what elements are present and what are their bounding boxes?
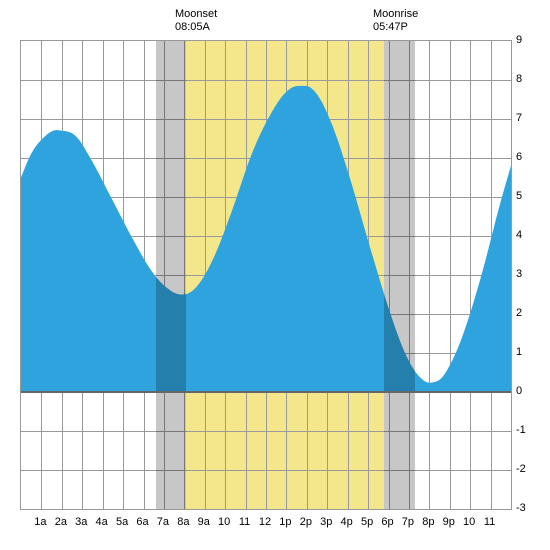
x-axis-label: 11 [480, 516, 500, 528]
moonset-label: Moonset 08:05A [175, 8, 235, 34]
y-axis-label: 2 [516, 307, 536, 319]
x-axis-label: 1a [30, 516, 50, 528]
x-axis-label: 1p [275, 516, 295, 528]
x-axis-label: 9p [439, 516, 459, 528]
moonset-title: Moonset [175, 8, 235, 21]
y-axis-label: -2 [516, 463, 536, 475]
plot-area [20, 40, 512, 510]
y-axis-label: 7 [516, 112, 536, 124]
moonrise-time: 05:47P [373, 21, 433, 34]
y-axis-label: 1 [516, 346, 536, 358]
y-axis-label: 9 [516, 34, 536, 46]
x-axis-label: 4p [337, 516, 357, 528]
x-axis-label: 2a [51, 516, 71, 528]
y-axis-label: -1 [516, 424, 536, 436]
tide-area [21, 86, 511, 392]
y-axis-label: 0 [516, 385, 536, 397]
x-axis-label: 5a [112, 516, 132, 528]
y-axis-label: 6 [516, 151, 536, 163]
x-axis-label: 11 [235, 516, 255, 528]
y-axis-label: 8 [516, 73, 536, 85]
x-axis-label: 6p [378, 516, 398, 528]
x-axis-label: 4a [92, 516, 112, 528]
x-axis-label: 6a [133, 516, 153, 528]
x-axis-label: 7p [398, 516, 418, 528]
y-axis-label: 3 [516, 268, 536, 280]
x-axis-label: 8p [418, 516, 438, 528]
x-axis-label: 3a [71, 516, 91, 528]
x-axis-label: 9a [194, 516, 214, 528]
x-axis-label: 5p [357, 516, 377, 528]
y-axis-label: 4 [516, 229, 536, 241]
tide-chart: Moonset 08:05A Moonrise 05:47P -3-2-1012… [0, 0, 550, 550]
x-axis-label: 10 [214, 516, 234, 528]
x-axis-label: 10 [459, 516, 479, 528]
moonrise-label: Moonrise 05:47P [373, 8, 433, 34]
x-axis-label: 3p [316, 516, 336, 528]
tide-curve [21, 41, 511, 509]
zero-line [21, 391, 511, 393]
y-axis-label: 5 [516, 190, 536, 202]
x-axis-label: 7a [153, 516, 173, 528]
y-axis-label: -3 [516, 502, 536, 514]
x-axis-label: 8a [173, 516, 193, 528]
x-axis-label: 12 [255, 516, 275, 528]
moonset-time: 08:05A [175, 21, 235, 34]
moonrise-title: Moonrise [373, 8, 433, 21]
x-axis-label: 2p [296, 516, 316, 528]
